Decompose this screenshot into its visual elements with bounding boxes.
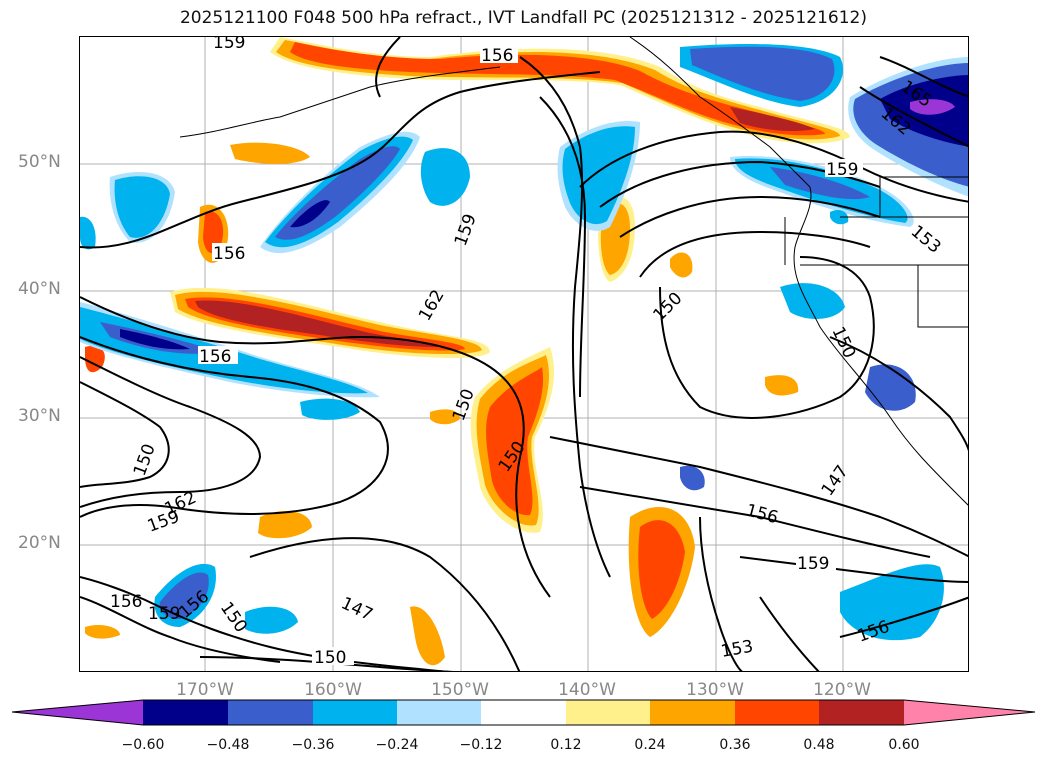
colorbar-segment [650,700,735,725]
contour-label: 150 [649,288,686,325]
lat-label-50n: 50°N [18,152,61,172]
lon-label-150w: 150°W [431,680,489,700]
contour-label: 153 [907,222,945,258]
map-panel: 159 156 165 162 159 153 156 159 162 150 … [79,36,969,672]
colorbar-segment [397,700,481,725]
lat-label-20n: 20°N [18,533,61,553]
map-title: 2025121100 F048 500 hPa refract., IVT La… [179,8,867,28]
contour-label: 156 [213,244,245,264]
colorbar-tick: 0.48 [803,737,835,753]
colorbar-tick: −0.12 [459,737,503,753]
colorbar-tick: 0.12 [550,737,582,753]
colorbar-segment [735,700,819,725]
colorbar-segment [481,700,566,725]
contour-label: 147 [818,462,853,500]
contour-lines [80,37,968,671]
colorbar-segment [819,700,904,725]
lat-label-30n: 30°N [18,406,61,426]
contour-label: 150 [314,648,346,668]
lat-label-40n: 40°N [18,279,61,299]
contour-label: 153 [719,637,754,662]
colorbar-tick: −0.60 [121,737,165,753]
colorbar-segment [313,700,397,725]
lon-label-140w: 140°W [558,680,616,700]
colorbar-segment [228,700,313,725]
contour-label: 159 [145,507,182,537]
colorbar-tick: 0.24 [634,737,666,753]
colorbar-tick: 0.60 [888,737,920,753]
contour-label: 162 [415,286,449,324]
contour-label: 153 [110,592,142,612]
positive-anomaly-fill [85,37,850,666]
contour-label: 150 [216,598,251,636]
contour-label: 159 [451,211,481,248]
colorbar-segment [904,700,1035,725]
lon-label-160w: 160°W [304,680,362,700]
contour-label: 156 [110,592,142,612]
colorbar-segment [12,700,143,725]
contour-label: 156 [199,347,231,367]
contour-label: 156 [744,501,781,529]
colorbar [11,699,1036,726]
map-canvas: 159 156 165 162 159 153 156 159 162 150 … [80,37,968,671]
lon-label-170w: 170°W [176,680,234,700]
colorbar-segment [143,700,228,725]
contour-label: 150 [827,324,859,362]
colorbar-tick: −0.48 [206,737,250,753]
colorbar-segment [566,700,650,725]
lon-label-130w: 130°W [686,680,744,700]
colorbar-tick: −0.24 [375,737,419,753]
contour-label: 159 [826,160,858,180]
contour-label: 159 [148,604,180,624]
contour-label: 147 [338,593,376,625]
contour-label: 159 [797,554,829,574]
coastlines [179,37,968,506]
contour-label: 156 [481,46,513,66]
contour-label: 159 [213,37,245,53]
colorbar-tick: 0.36 [719,737,751,753]
lon-label-120w: 120°W [813,680,871,700]
colorbar-tick: −0.36 [291,737,335,753]
